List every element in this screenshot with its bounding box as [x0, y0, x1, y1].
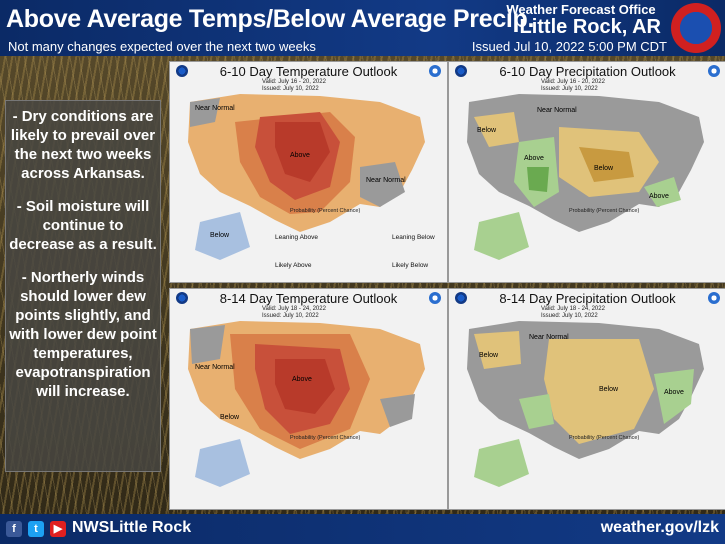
panel-precip-6-10: 6-10 Day Precipitation Outlook Valid: Ju… — [448, 61, 725, 283]
legend-title: Probability (Percent Chance) — [290, 435, 361, 441]
page-subtitle: Not many changes expected over the next … — [8, 39, 316, 54]
svg-text:Near Normal: Near Normal — [195, 105, 235, 112]
svg-text:Below: Below — [599, 386, 619, 393]
noaa-seal-icon — [176, 292, 188, 304]
nws-seal-icon — [429, 65, 441, 77]
svg-text:Below: Below — [220, 414, 240, 421]
noaa-seal-icon — [455, 292, 467, 304]
svg-text:Above: Above — [524, 155, 544, 162]
legend-likely-below: Likely Below — [392, 262, 429, 269]
svg-text:Below: Below — [594, 165, 614, 172]
svg-text:Near Normal: Near Normal — [195, 364, 235, 371]
youtube-icon[interactable]: ▶ — [50, 521, 66, 537]
panel-temp-8-14: 8-14 Day Temperature Outlook Valid: July… — [169, 288, 448, 510]
legend-leaning-above: Leaning Above — [275, 234, 319, 241]
header-bar: Above Average Temps/Below Average Precip… — [0, 0, 725, 56]
svg-text:Near Normal: Near Normal — [537, 107, 577, 114]
issued-time: Issued Jul 10, 2022 5:00 PM CDT — [471, 39, 667, 54]
panel-meta: Valid: July 18 - 24, 2022 Issued: July 10… — [262, 306, 326, 319]
social-handle[interactable]: NWSLittle Rock — [72, 519, 192, 536]
legend-title: Probability (Percent Chance) — [569, 435, 640, 441]
facebook-icon[interactable]: f — [6, 521, 22, 537]
noaa-seal-icon — [455, 65, 467, 77]
page-title: Above Average Temps/Below Average Precip… — [6, 5, 535, 33]
panel-title: 8-14 Day Temperature Outlook — [219, 291, 398, 306]
footer-bar — [0, 514, 725, 544]
panel-title: 6-10 Day Temperature Outlook — [219, 64, 398, 79]
summary-box: - Dry conditions are likely to prevail o… — [5, 100, 161, 472]
panel-meta: Valid: July 16 - 20, 2022 Issued: July 10… — [262, 79, 326, 92]
panel-precip-8-14: 8-14 Day Precipitation Outlook Valid: Ju… — [448, 288, 725, 510]
noaa-seal-icon — [176, 65, 188, 77]
svg-text:Above: Above — [292, 376, 312, 383]
website-link[interactable]: weather.gov/lzk — [600, 519, 719, 536]
summary-point-2: - Soil moisture will continue to decreas… — [9, 198, 157, 253]
summary-point-3: - Northerly winds should lower dew point… — [9, 269, 157, 400]
legend-likely-above: Likely Above — [275, 262, 312, 269]
office-city: Little Rock, AR — [519, 16, 662, 38]
svg-text:Above: Above — [649, 193, 669, 200]
nws-seal-icon — [429, 292, 441, 304]
us-map-precip-6-10: Below Above Near Normal Below Above — [467, 94, 704, 260]
summary-point-1: - Dry conditions are likely to prevail o… — [10, 108, 156, 182]
svg-text:Below: Below — [477, 127, 497, 134]
us-map-temp-8-14: Near Normal Above Below — [188, 321, 425, 487]
us-map-precip-8-14: Below Near Normal Below Above — [467, 321, 704, 487]
nws-logo-icon — [671, 3, 721, 53]
svg-text:Near Normal: Near Normal — [529, 334, 569, 341]
svg-text:Near Normal: Near Normal — [366, 177, 406, 184]
panel-meta: Valid: July 16 - 20, 2022 Issued: July 10… — [541, 79, 605, 92]
office-name: Weather Forecast Office — [506, 2, 656, 17]
legend-leaning-below: Leaning Below — [392, 234, 435, 241]
svg-text:Above: Above — [664, 389, 684, 396]
legend-title: Probability (Percent Chance) — [569, 208, 640, 214]
nws-seal-icon — [708, 65, 720, 77]
panel-temp-6-10: 6-10 Day Temperature Outlook Valid: July… — [169, 61, 448, 283]
twitter-icon[interactable]: t — [28, 521, 44, 537]
svg-text:Above: Above — [290, 152, 310, 159]
legend-title: Probability (Percent Chance) — [290, 208, 361, 214]
panel-title: 6-10 Day Precipitation Outlook — [499, 64, 676, 79]
panel-meta: Valid: July 18 - 24, 2022 Issued: July 10… — [541, 306, 605, 319]
panel-title: 8-14 Day Precipitation Outlook — [499, 291, 676, 306]
us-map-temp-6-10: Near Normal Above Near Normal Below — [188, 94, 425, 260]
svg-text:Below: Below — [210, 232, 230, 239]
nws-seal-icon — [708, 292, 720, 304]
svg-text:Below: Below — [479, 352, 499, 359]
